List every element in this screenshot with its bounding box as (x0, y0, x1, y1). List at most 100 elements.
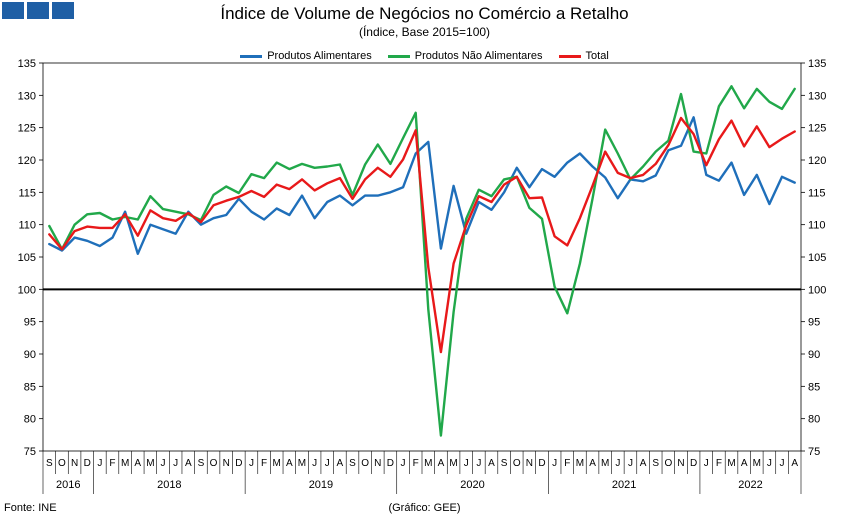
x-tick-label: S (501, 458, 508, 469)
x-tick-label: N (71, 458, 78, 469)
x-tick-label: N (374, 458, 381, 469)
x-tick-label: J (173, 458, 178, 469)
x-tick-label: A (134, 458, 141, 469)
source-note: Fonte: INE (4, 502, 57, 514)
x-tick-label: F (716, 458, 722, 469)
series-line-total (48, 116, 796, 354)
x-tick-label: J (704, 458, 709, 469)
x-tick-label: A (488, 458, 495, 469)
x-tick-label: D (387, 458, 394, 469)
y-tick-label-right: 105 (808, 252, 826, 264)
x-tick-label: O (210, 458, 218, 469)
legend-label-total: Total (585, 50, 609, 62)
x-tick-label: J (161, 458, 166, 469)
x-tick-label: M (424, 458, 432, 469)
x-tick-label: D (538, 458, 545, 469)
x-year-label: 2020 (460, 479, 484, 491)
logo-block-1 (2, 2, 24, 19)
ine-logo (2, 2, 74, 19)
y-tick-label-right: 130 (808, 90, 826, 102)
legend-item-alimentares: Produtos Alimentares (240, 50, 372, 62)
x-tick-label: O (664, 458, 672, 469)
legend-swatch-nao-alimentares (387, 54, 410, 58)
y-tick-label-right: 80 (808, 414, 820, 426)
x-tick-label: J (249, 458, 254, 469)
x-tick-label: J (552, 458, 557, 469)
x-tick-label: A (337, 458, 344, 469)
y-tick-label-left: 105 (18, 252, 36, 264)
y-tick-label-right: 125 (808, 123, 826, 135)
x-tick-label: J (615, 458, 620, 469)
x-tick-label: A (640, 458, 647, 469)
x-tick-label: F (413, 458, 419, 469)
x-tick-label: J (767, 458, 772, 469)
x-tick-label: M (298, 458, 306, 469)
x-tick-label: M (146, 458, 154, 469)
x-tick-label: O (513, 458, 521, 469)
x-tick-label: O (58, 458, 66, 469)
x-tick-label: M (121, 458, 129, 469)
x-tick-label: A (286, 458, 293, 469)
x-tick-label: A (185, 458, 192, 469)
y-tick-label-right: 135 (808, 58, 826, 70)
x-tick-label: J (476, 458, 481, 469)
series-line-alimentares (48, 116, 796, 256)
x-tick-label: J (464, 458, 469, 469)
x-tick-label: M (273, 458, 281, 469)
legend-item-total: Total (558, 50, 609, 62)
y-tick-label-left: 110 (18, 220, 36, 232)
x-tick-label: A (741, 458, 748, 469)
x-tick-label: F (261, 458, 267, 469)
chart-credit: (Gráfico: GEE) (388, 502, 461, 514)
y-tick-label-left: 125 (18, 123, 36, 135)
x-tick-label: O (361, 458, 369, 469)
logo-block-3 (52, 2, 74, 19)
x-tick-label: M (753, 458, 761, 469)
legend-item-nao-alimentares: Produtos Não Alimentares (387, 50, 543, 62)
legend-swatch-total (558, 54, 581, 58)
x-tick-label: J (628, 458, 633, 469)
x-tick-label: M (576, 458, 584, 469)
y-tick-label-left: 120 (18, 155, 36, 167)
logo-block-2 (27, 2, 49, 19)
y-tick-label-right: 95 (808, 317, 820, 329)
x-year-label: 2022 (738, 479, 762, 491)
x-tick-label: F (564, 458, 570, 469)
legend-swatch-alimentares (240, 54, 263, 58)
x-tick-label: S (198, 458, 205, 469)
x-year-label: 2019 (309, 479, 333, 491)
x-tick-label: A (438, 458, 445, 469)
x-tick-label: J (780, 458, 785, 469)
y-tick-label-left: 115 (18, 187, 36, 199)
y-tick-label-left: 85 (24, 381, 36, 393)
y-tick-label-left: 90 (24, 349, 36, 361)
y-tick-label-left: 100 (18, 284, 36, 296)
legend-label-alimentares: Produtos Alimentares (267, 50, 372, 62)
chart-title: Índice de Volume de Negócios no Comércio… (220, 4, 629, 23)
y-tick-label-right: 85 (808, 381, 820, 393)
x-tick-label: J (97, 458, 102, 469)
y-tick-label-right: 115 (808, 187, 826, 199)
y-tick-label-right: 110 (808, 220, 826, 232)
legend-label-nao-alimentares: Produtos Não Alimentares (414, 50, 543, 62)
x-tick-label: N (677, 458, 684, 469)
y-tick-label-left: 130 (18, 90, 36, 102)
x-tick-label: D (690, 458, 697, 469)
chart-subtitle: (Índice, Base 2015=100) (358, 25, 491, 39)
x-tick-label: J (312, 458, 317, 469)
x-tick-label: N (526, 458, 533, 469)
x-tick-label: A (589, 458, 596, 469)
x-tick-label: M (727, 458, 735, 469)
y-tick-label-left: 95 (24, 317, 36, 329)
x-tick-label: D (235, 458, 242, 469)
y-tick-label-right: 90 (808, 349, 820, 361)
x-tick-label: A (791, 458, 798, 469)
y-tick-label-right: 100 (808, 284, 826, 296)
x-tick-label: S (349, 458, 356, 469)
chart-legend: Produtos Alimentares Produtos Não Alimen… (0, 50, 849, 62)
y-tick-label-left: 135 (18, 58, 36, 70)
y-tick-label-left: 80 (24, 414, 36, 426)
y-tick-label-right: 120 (808, 155, 826, 167)
x-tick-label: J (325, 458, 330, 469)
